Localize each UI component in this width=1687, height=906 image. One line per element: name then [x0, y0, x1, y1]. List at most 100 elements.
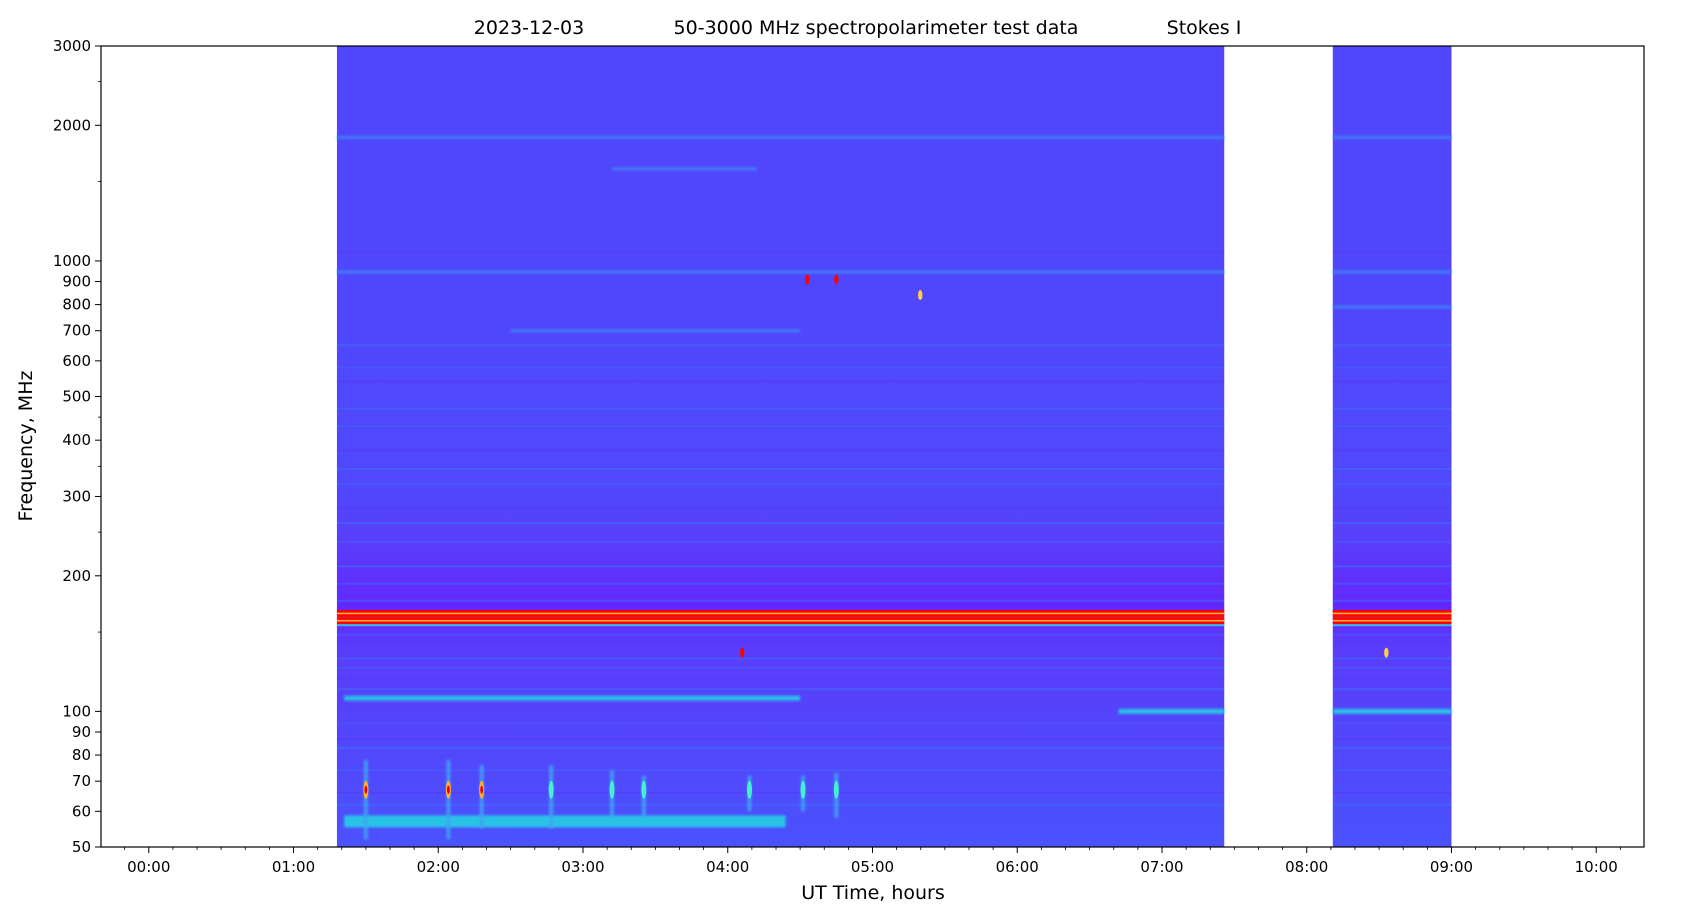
texture-line — [1332, 540, 1452, 543]
texture-line — [336, 657, 1225, 660]
texture-line — [336, 791, 1225, 794]
texture-line — [1332, 722, 1452, 725]
texture-line — [336, 769, 1225, 772]
x-axis-title: UT Time, hours — [801, 882, 945, 904]
band-edge-159mhz — [336, 624, 1225, 627]
x-tick-label: 02:00 — [417, 858, 460, 876]
texture-line — [336, 688, 1225, 691]
band-945mhz — [1332, 270, 1452, 274]
burst-core — [548, 780, 554, 799]
texture-line — [1332, 657, 1452, 660]
texture-line — [1332, 507, 1452, 510]
x-tick-label: 05:00 — [851, 858, 894, 876]
y-tick-label: 800 — [62, 296, 91, 314]
texture-line — [336, 366, 1225, 369]
texture-line — [1332, 380, 1452, 383]
band-core-159mhz — [1332, 619, 1452, 622]
band-1880mhz — [1332, 135, 1452, 139]
y-tick-label: 700 — [62, 322, 91, 340]
interference-spot — [740, 647, 745, 658]
texture-line — [336, 507, 1225, 510]
texture-line — [1332, 592, 1452, 595]
texture-line — [1332, 678, 1452, 681]
burst-peak — [364, 785, 368, 794]
y-tick-label: 300 — [62, 487, 91, 505]
texture-line — [336, 582, 1225, 585]
x-tick-label: 04:00 — [706, 858, 749, 876]
texture-line — [336, 746, 1225, 749]
band-100mhz — [1118, 708, 1225, 714]
texture-line — [1332, 482, 1452, 485]
texture-line — [336, 250, 1225, 253]
texture-line — [336, 803, 1225, 806]
interference-spot — [805, 274, 810, 285]
y-tick-label: 50 — [72, 838, 91, 856]
x-tick-label: 09:00 — [1430, 858, 1473, 876]
interference-spot — [1384, 647, 1389, 658]
texture-line — [1332, 551, 1452, 554]
texture-line — [1332, 737, 1452, 740]
band-790mhz — [1332, 305, 1452, 309]
texture-line — [336, 407, 1225, 410]
texture-line — [1332, 582, 1452, 585]
y-axis-title: Frequency, MHz — [15, 371, 37, 522]
observation-segment-2 — [1332, 46, 1452, 847]
texture-line — [336, 641, 1225, 644]
texture-line — [336, 468, 1225, 471]
interference-spot — [918, 290, 923, 301]
y-tick-label: 900 — [62, 273, 91, 291]
texture-line — [336, 540, 1225, 543]
x-tick-label: 08:00 — [1285, 858, 1328, 876]
texture-line — [336, 666, 1225, 669]
y-tick-label: 60 — [72, 802, 91, 820]
observation-segment-1 — [336, 46, 1225, 847]
band-core-165mhz — [336, 612, 1225, 615]
burst-peak — [480, 785, 484, 794]
band-1880mhz — [336, 135, 1225, 139]
y-tick-label: 80 — [72, 746, 91, 764]
texture-line — [336, 592, 1225, 595]
x-tick-label: 10:00 — [1575, 858, 1618, 876]
interference-spot — [834, 274, 839, 285]
texture-line — [1332, 366, 1452, 369]
title-parameter: Stokes I — [1167, 17, 1242, 39]
burst-core — [746, 780, 752, 799]
texture-line — [1332, 449, 1452, 452]
burst-core — [800, 780, 806, 799]
background-texture — [336, 250, 1452, 806]
texture-line — [336, 565, 1225, 568]
texture-line — [1332, 803, 1452, 806]
y-tick-label: 90 — [72, 723, 91, 741]
texture-line — [336, 551, 1225, 554]
burst-core — [833, 780, 839, 799]
band-700mhz — [510, 329, 801, 333]
y-tick-label: 500 — [62, 388, 91, 406]
texture-line — [336, 521, 1225, 524]
texture-line — [336, 482, 1225, 485]
chart-title: 2023-12-03 50-3000 MHz spectropolarimete… — [474, 17, 1242, 39]
band-edge-159mhz — [1332, 624, 1452, 627]
y-tick-label: 200 — [62, 567, 91, 585]
x-tick-label: 00:00 — [127, 858, 170, 876]
y-axis: 50 60 70 80 90 100 200 300 400 500 600 700 800 900 100… — [53, 37, 101, 856]
texture-line — [1332, 344, 1452, 347]
texture-line — [1332, 407, 1452, 410]
texture-line — [1332, 791, 1452, 794]
texture-line — [1332, 633, 1452, 636]
texture-line — [1332, 599, 1452, 602]
texture-line — [1332, 746, 1452, 749]
plot-area — [336, 46, 1452, 847]
texture-line — [336, 344, 1225, 347]
band-57mhz — [344, 815, 786, 828]
y-tick-label: 600 — [62, 352, 91, 370]
texture-line — [1332, 688, 1452, 691]
burst-core — [609, 780, 615, 799]
title-instrument: 50-3000 MHz spectropolarimeter test data — [674, 17, 1079, 39]
y-tick-label: 1000 — [53, 252, 91, 270]
band-107mhz — [344, 695, 801, 701]
title-date: 2023-12-03 — [474, 17, 584, 39]
burst — [363, 760, 368, 840]
texture-line — [1332, 641, 1452, 644]
burst-core — [641, 780, 647, 799]
